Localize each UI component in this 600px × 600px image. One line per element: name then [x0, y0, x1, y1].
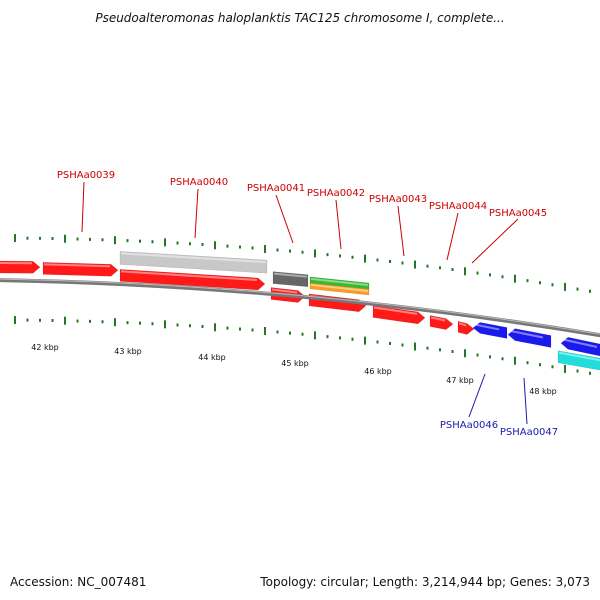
label-leader-lines [81, 181, 528, 425]
gene-blue-1[interactable] [472, 322, 508, 339]
feature-light-gray[interactable] [119, 251, 268, 274]
gene-label-PSHAa0047[interactable]: PSHAa0047 [500, 427, 558, 438]
gene-label-PSHAa0046[interactable]: PSHAa0046 [440, 420, 498, 431]
gene-label-PSHAa0040[interactable]: PSHAa0040 [170, 177, 228, 188]
feature-light-gray-highlight [120, 252, 267, 264]
feature-tracks [0, 251, 600, 371]
leader-line-forward [194, 188, 199, 239]
gene-label-PSHAa0039[interactable]: PSHAa0039 [57, 170, 115, 181]
gene-red-6[interactable] [372, 305, 426, 325]
gene-label-PSHAa0041[interactable]: PSHAa0041 [247, 183, 305, 194]
kbp-label-45: 45 kbp [281, 359, 309, 368]
feature-orange-highlight [310, 283, 369, 293]
genome-backbone-highlight [0, 278, 600, 335]
leader-line-forward [397, 205, 405, 257]
genome-backbone [0, 278, 600, 338]
map-title: Pseudoalteromonas haloplanktis TAC125 ch… [95, 11, 504, 25]
leader-line-forward [471, 218, 519, 264]
leader-line-forward [446, 212, 459, 261]
gene-blue-1-highlight [473, 323, 500, 331]
gene-red-4-highlight [271, 288, 298, 294]
gene-blue-3-highlight [561, 338, 598, 348]
gene-red-3[interactable] [119, 269, 266, 291]
kbp-label-48: 48 kbp [529, 387, 557, 396]
feature-green[interactable] [309, 276, 370, 290]
gene-blue-2-highlight [508, 329, 544, 339]
leader-line-reverse [468, 373, 486, 418]
leader-line-forward [335, 199, 342, 250]
leader-line-reverse [523, 377, 528, 425]
gene-red-7-highlight [430, 316, 446, 322]
gene-red-3-highlight [120, 270, 258, 281]
gene-red-8-highlight [458, 322, 467, 327]
gene-red-2[interactable] [42, 262, 119, 277]
feature-dark-gray[interactable] [272, 271, 309, 288]
leader-line-forward [275, 194, 294, 244]
gene-label-PSHAa0044[interactable]: PSHAa0044 [429, 201, 487, 212]
feature-orange[interactable] [309, 282, 370, 296]
accession-text: Accession: NC_007481 [10, 575, 146, 589]
gene-blue-2[interactable] [507, 328, 552, 348]
feature-cyan[interactable] [557, 350, 600, 371]
topology-text: Topology: circular; Length: 3,214,944 bp… [259, 575, 590, 589]
gene-red-6-highlight [373, 306, 418, 315]
kbp-label-44: 44 kbp [198, 353, 226, 362]
kbp-label-46: 46 kbp [364, 367, 392, 376]
feature-cyan-highlight [558, 351, 600, 362]
leader-line-forward [81, 181, 85, 233]
gene-red-1[interactable] [0, 260, 41, 274]
gene-red-8[interactable] [457, 320, 475, 335]
gene-label-PSHAa0043[interactable]: PSHAa0043 [369, 194, 427, 205]
kbp-label-43: 43 kbp [114, 347, 142, 356]
kbp-label-42: 42 kbp [31, 343, 59, 352]
gene-red-7[interactable] [429, 315, 454, 330]
feature-dark-gray-highlight [273, 272, 308, 278]
gene-red-2-highlight [43, 263, 111, 268]
kbp-label-47: 47 kbp [446, 376, 474, 385]
tick-marks [14, 234, 591, 375]
feature-green-highlight [310, 277, 369, 287]
gene-blue-3[interactable] [560, 336, 600, 357]
gene-label-PSHAa0045[interactable]: PSHAa0045 [489, 208, 547, 219]
gene-label-PSHAa0042[interactable]: PSHAa0042 [307, 188, 365, 199]
